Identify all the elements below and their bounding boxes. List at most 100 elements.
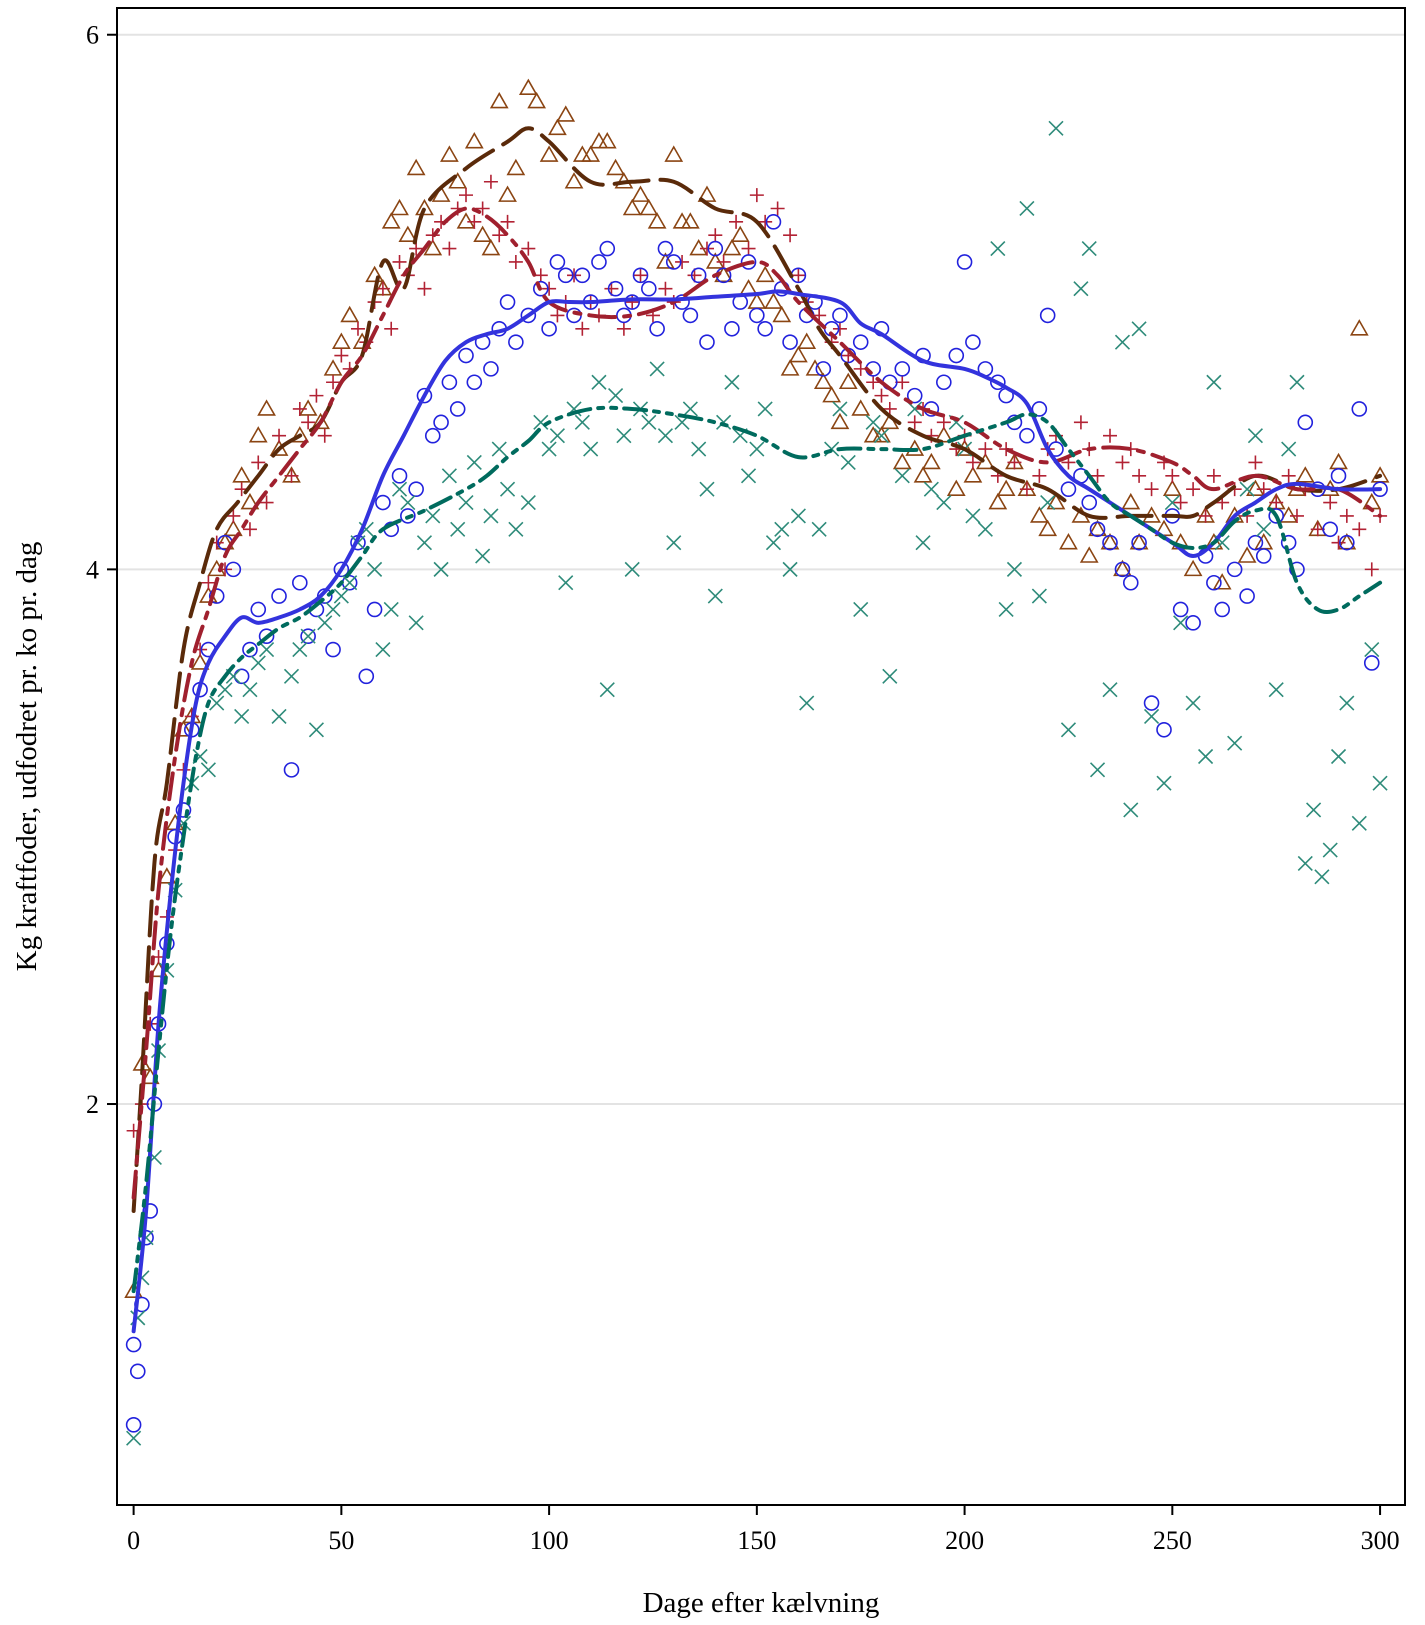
x-marker (882, 668, 898, 684)
circle-marker (948, 347, 965, 364)
triangle-marker (556, 105, 576, 122)
series-3-smooth-line (131, 405, 1383, 1294)
x-marker (234, 708, 250, 724)
triangle-marker (398, 225, 418, 243)
plot-frame (116, 7, 1406, 1506)
circle-marker (1081, 494, 1098, 511)
circle-marker (1339, 534, 1355, 551)
triangle-marker (1237, 546, 1257, 563)
x-marker (375, 642, 391, 658)
x-marker (749, 441, 765, 457)
plus-marker (375, 281, 390, 296)
x-marker (740, 468, 757, 484)
plus-marker (1165, 468, 1180, 483)
x-marker (508, 521, 524, 537)
x-marker (1131, 321, 1147, 337)
x-marker (616, 428, 632, 444)
triangle-marker (489, 91, 509, 109)
triangle-marker (232, 466, 252, 483)
x-axis: 0 50 100 150 200 250 300 (127, 1505, 1400, 1555)
x-marker (549, 428, 565, 444)
circle-marker (1102, 534, 1118, 551)
circle-marker (1247, 534, 1264, 551)
y-axis-title: Kg kraftfoder, udfodret pr. ko pr. dag (11, 542, 43, 972)
triangle-marker (440, 145, 459, 162)
plus-marker (251, 455, 266, 470)
plus-marker (1019, 482, 1034, 497)
triangle-marker (872, 426, 891, 443)
x-marker (499, 481, 516, 497)
triangle-marker (423, 238, 443, 256)
x-marker (483, 508, 499, 524)
plus-marker (1352, 522, 1367, 537)
triangle-marker (581, 145, 601, 162)
triangle-marker (805, 359, 825, 376)
triangle-marker (755, 265, 775, 283)
circle-marker (129, 1363, 146, 1380)
triangle-marker (1088, 519, 1107, 537)
x-marker (433, 561, 449, 577)
plus-marker (272, 428, 287, 443)
x-marker (1247, 428, 1263, 444)
circle-marker (300, 628, 316, 645)
circle-marker (483, 361, 499, 377)
plus-marker (301, 415, 316, 430)
triangle-marker (1113, 559, 1132, 577)
plus-marker (292, 401, 307, 416)
plus-marker (521, 241, 536, 256)
x-marker (466, 454, 482, 471)
circle-marker (333, 561, 350, 578)
x-marker (367, 561, 383, 577)
x-marker (458, 494, 474, 511)
circle-marker (557, 267, 574, 284)
plus-marker (1132, 468, 1147, 483)
x-marker (574, 414, 590, 430)
x-marker (333, 588, 349, 604)
triangle-marker (448, 172, 468, 189)
circle-marker (391, 468, 408, 484)
y-tick-label: 2 (86, 1090, 99, 1119)
circle-marker (1143, 695, 1160, 711)
triangle-marker (527, 91, 547, 109)
circle-marker (366, 601, 383, 618)
plus-marker (1256, 482, 1271, 497)
circle-marker (749, 307, 765, 324)
x-marker (558, 575, 574, 591)
plus-marker (334, 348, 349, 363)
circle-marker (699, 334, 715, 350)
x-marker (520, 494, 536, 511)
x-marker (209, 695, 225, 711)
circle-marker (375, 494, 391, 511)
x-marker (998, 601, 1014, 618)
x-marker (242, 682, 258, 698)
plus-marker (1323, 495, 1338, 510)
x-marker (1268, 682, 1284, 698)
circle-marker (358, 668, 375, 685)
x-marker (923, 481, 939, 497)
triangle-marker (830, 412, 850, 430)
x-marker (126, 1430, 142, 1446)
triangle-marker (963, 466, 983, 483)
plus-marker (409, 241, 424, 256)
x-marker (317, 615, 333, 631)
circle-marker (852, 334, 869, 350)
x-marker (1114, 334, 1131, 350)
x-marker (1256, 521, 1272, 537)
triangle-marker (1162, 479, 1182, 496)
plus-marker (907, 415, 922, 430)
circle-marker (757, 320, 773, 337)
circle-marker (1330, 468, 1347, 484)
circle-marker (574, 267, 591, 284)
plus-marker (758, 214, 773, 229)
x-marker (990, 241, 1006, 257)
x-tick-label: 250 (1153, 1526, 1192, 1555)
plus-marker (749, 188, 764, 203)
y-tick-label: 4 (86, 555, 99, 584)
triangle-marker (813, 372, 833, 390)
x-marker (1102, 682, 1118, 698)
circle-marker (740, 254, 757, 270)
circle-marker (1206, 574, 1222, 591)
circle-marker (607, 280, 624, 297)
plus-marker (978, 442, 993, 457)
triangle-marker (851, 399, 871, 416)
